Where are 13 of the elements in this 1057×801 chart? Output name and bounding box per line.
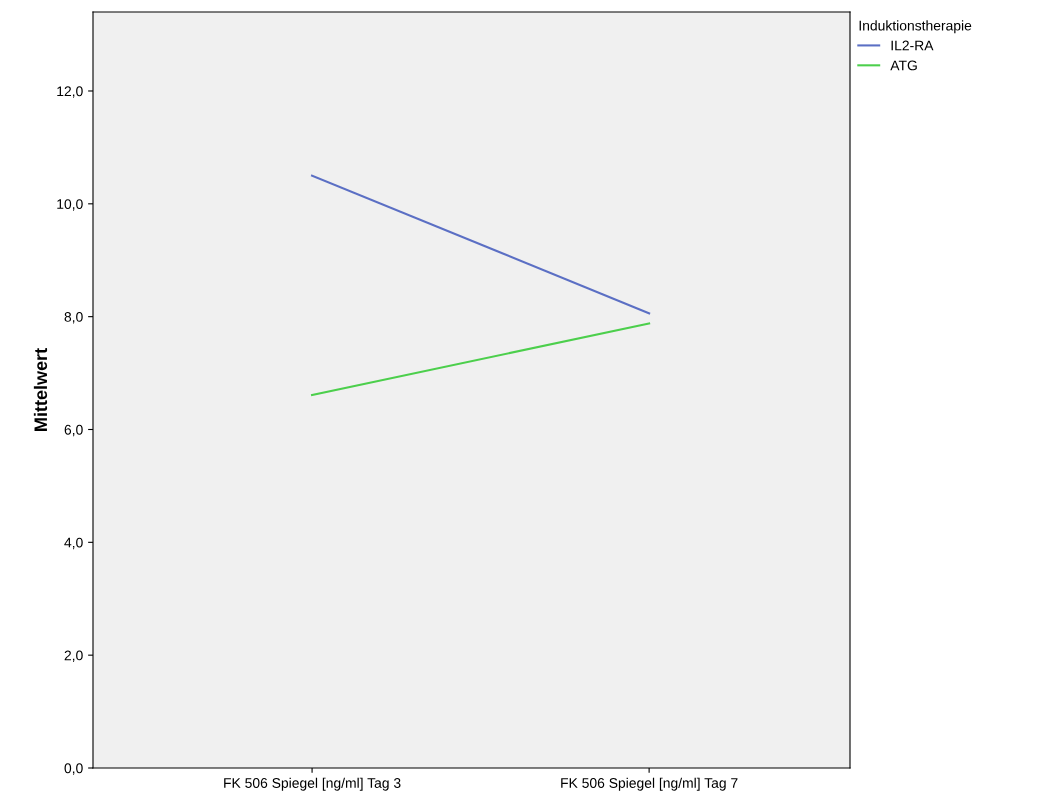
legend-title: Induktionstherapie — [859, 20, 972, 34]
y-tick-label: 8,0 — [64, 311, 83, 324]
x-tick-label: FK 506 Spiegel [ng/ml] Tag 3 — [224, 777, 401, 791]
x-tick-label: FK 506 Spiegel [ng/ml] Tag 7 — [561, 777, 738, 791]
y-tick-label: 10,0 — [57, 199, 83, 211]
y-tick-label: 4,0 — [64, 537, 83, 550]
y-axis-title: Mittelwert — [33, 348, 48, 431]
legend-label: ATG — [890, 60, 917, 71]
y-tick-label: 6,0 — [64, 424, 83, 437]
legend-label: IL2-RA — [891, 40, 934, 51]
y-tick-label: 2,0 — [64, 650, 83, 662]
y-tick-label: 0,0 — [64, 763, 83, 775]
y-tick-label: 12,0 — [57, 86, 83, 98]
